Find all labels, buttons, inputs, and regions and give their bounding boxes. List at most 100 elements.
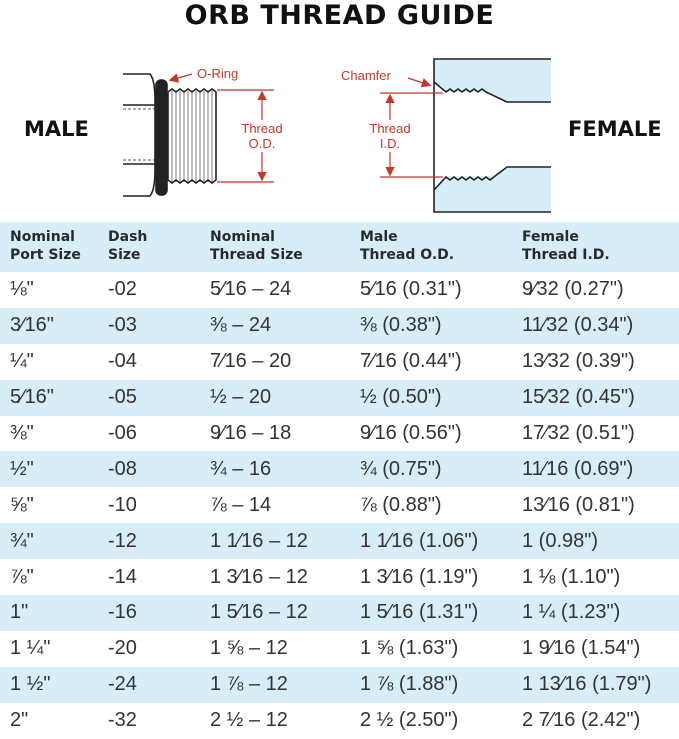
cell-female-id: 11⁄32 (0.34") — [512, 307, 679, 344]
column-header-female-id: Female Thread I.D. — [512, 222, 679, 272]
cell-port-size: 5⁄16" — [0, 379, 98, 416]
header-line: Male — [360, 229, 398, 245]
column-header-male-od: Male Thread O.D. — [350, 222, 512, 272]
cell-port-size: 1" — [0, 595, 98, 631]
cell-port-size: ¼" — [10, 350, 34, 373]
thread-id-label: Thread — [369, 121, 410, 136]
cell-thread-size: 7⁄16 – 20 — [210, 350, 292, 373]
cell-thread-size: ⅞ – 14 — [210, 493, 272, 516]
cell-thread-size: 5⁄16 – 24 — [210, 278, 292, 301]
table-row: 1 ¼" -20 1 ⅝ – 12 1 ⅝ (1.63") 1 9⁄16 (1.54") — [0, 631, 679, 667]
table-row: 1" -16 1 5⁄16 – 12 1 5⁄16 (1.31") 1 ¼ (1.23"… — [0, 595, 679, 631]
cell-female-id: 1 9⁄16 (1.54") — [522, 637, 641, 660]
cell-dash-size: -20 — [108, 637, 137, 660]
cell-dash-size: -05 — [98, 379, 200, 416]
cell-female-id: 9⁄32 (0.27") — [522, 278, 624, 301]
o-ring-label: O-Ring — [197, 66, 238, 81]
cell-thread-size: 1 1⁄16 – 12 — [200, 523, 350, 560]
cell-port-size: ⅞" — [10, 565, 34, 588]
table-row: ⅞" -14 1 3⁄16 – 12 1 3⁄16 (1.19") 1 ⅛ (1.10"… — [0, 559, 679, 595]
cell-dash-size: -04 — [108, 350, 137, 373]
cell-port-size: 1 ½" — [0, 666, 98, 703]
table-row: ¾" -12 1 1⁄16 – 12 1 1⁄16 (1.06") 1 (0.98") — [0, 523, 679, 560]
cell-male-od: 7⁄16 (0.44") — [360, 350, 462, 373]
table-body: ⅛" -02 5⁄16 – 24 5⁄16 (0.31") 9⁄32 (0.27") 3⁄… — [0, 272, 679, 739]
cell-port-size: ⅝" — [10, 493, 34, 516]
cell-port-size: 2" — [10, 709, 29, 732]
cell-male-od: 2 ½ (2.50") — [360, 709, 459, 732]
cell-thread-size: 1 5⁄16 – 12 — [200, 595, 350, 631]
column-header-port-size: Nominal Port Size — [0, 222, 98, 272]
cell-port-size: 3⁄16" — [0, 307, 98, 344]
cell-male-od: 1 ⅞ (1.88") — [350, 666, 512, 703]
cell-female-id: 1 (0.98") — [512, 523, 679, 560]
cell-dash-size: -03 — [98, 307, 200, 344]
cell-thread-size: 1 ⅝ – 12 — [210, 637, 288, 660]
cell-male-od: 1 3⁄16 (1.19") — [360, 565, 479, 588]
header-line: Thread I.D. — [522, 247, 610, 263]
thread-od-label-2: O.D. — [249, 136, 276, 151]
cell-dash-size: -16 — [98, 595, 200, 631]
male-fitting-drawing — [123, 73, 217, 197]
thread-diagram: O-Ring Thread O.D. Chamfer Thread I.D. — [123, 58, 551, 213]
table-row: 3⁄16" -03 ⅜ – 24 ⅜ (0.38") 11⁄32 (0.34") — [0, 307, 679, 344]
chamfer-label: Chamfer — [341, 68, 392, 83]
cell-female-id: 15⁄32 (0.45") — [512, 379, 679, 416]
cell-male-od: 1 5⁄16 (1.31") — [350, 595, 512, 631]
cell-female-id: 11⁄16 (0.69") — [512, 451, 679, 488]
cell-female-id: 17⁄32 (0.51") — [522, 422, 635, 444]
column-header-dash-size: Dash Size — [98, 222, 200, 272]
table-row: ⅝" -10 ⅞ – 14 ⅞ (0.88") 13⁄16 (0.81") — [0, 487, 679, 523]
cell-dash-size: -14 — [108, 565, 137, 588]
header-line: Size — [108, 247, 141, 263]
cell-thread-size: ⅜ – 24 — [200, 307, 350, 344]
cell-male-od: 5⁄16 (0.31") — [360, 278, 462, 301]
table-row: ⅛" -02 5⁄16 – 24 5⁄16 (0.31") 9⁄32 (0.27") — [0, 272, 679, 308]
cell-male-od: ½ (0.50") — [350, 379, 512, 416]
female-dimension-lines — [380, 77, 443, 178]
cell-male-od: ¾ (0.75") — [350, 451, 512, 488]
cell-thread-size: 1 ⅞ – 12 — [200, 666, 350, 703]
cell-port-size: ¾" — [0, 523, 98, 560]
female-port-drawing — [433, 58, 551, 213]
cell-female-id: 13⁄32 (0.39") — [522, 350, 635, 373]
table-row: 5⁄16" -05 ½ – 20 ½ (0.50") 15⁄32 (0.45") — [0, 379, 679, 416]
cell-thread-size: 9⁄16 – 18 — [210, 422, 292, 444]
cell-dash-size: -32 — [108, 709, 137, 732]
male-dimension-lines — [168, 73, 274, 183]
table-row: ¼" -04 7⁄16 – 20 7⁄16 (0.44") 13⁄32 (0.39") — [0, 344, 679, 380]
cell-thread-size: ½ – 20 — [200, 379, 350, 416]
cell-dash-size: -12 — [98, 523, 200, 560]
cell-female-id: 1 ⅛ (1.10") — [522, 565, 621, 588]
table-row: 2" -32 2 ½ – 12 2 ½ (2.50") 2 7⁄16 (2.42") — [0, 703, 679, 739]
cell-port-size: 1 ¼" — [10, 637, 51, 660]
thread-id-label-2: I.D. — [380, 136, 400, 151]
header-line: Female — [522, 229, 579, 245]
cell-dash-size: -06 — [108, 422, 137, 444]
cell-male-od: ⅜ (0.38") — [350, 307, 512, 344]
cell-port-size: ⅛" — [10, 278, 34, 301]
cell-male-od: ⅞ (0.88") — [360, 493, 442, 516]
header-line: Thread O.D. — [360, 247, 455, 263]
header-line: Dash — [108, 229, 148, 245]
table-row: ½" -08 ¾ – 16 ¾ (0.75") 11⁄16 (0.69") — [0, 451, 679, 488]
cell-female-id: 1 13⁄16 (1.79") — [512, 666, 679, 703]
cell-dash-size: -08 — [98, 451, 200, 488]
column-header-thread-size: Nominal Thread Size — [200, 222, 350, 272]
table-header-row: Nominal Port Size Dash Size Nominal Thread Si… — [0, 222, 679, 272]
cell-female-id: 13⁄16 (0.81") — [522, 493, 635, 516]
cell-dash-size: -02 — [108, 278, 137, 301]
cell-thread-size: ¾ – 16 — [200, 451, 350, 488]
thread-size-table: Nominal Port Size Dash Size Nominal Thread Si… — [0, 222, 679, 739]
header-line: Thread Size — [210, 247, 303, 263]
cell-female-id: 2 7⁄16 (2.42") — [522, 709, 641, 732]
male-label: MALE — [24, 117, 89, 141]
cell-dash-size: -10 — [108, 493, 137, 516]
female-label: FEMALE — [568, 117, 662, 141]
cell-male-od: 9⁄16 (0.56") — [360, 422, 462, 444]
header-line: Nominal — [210, 229, 275, 245]
header-line: Port Size — [10, 247, 81, 263]
cell-port-size: ½" — [0, 451, 98, 488]
cell-male-od: 1 1⁄16 (1.06") — [350, 523, 512, 560]
thread-od-label: Thread — [241, 121, 282, 136]
